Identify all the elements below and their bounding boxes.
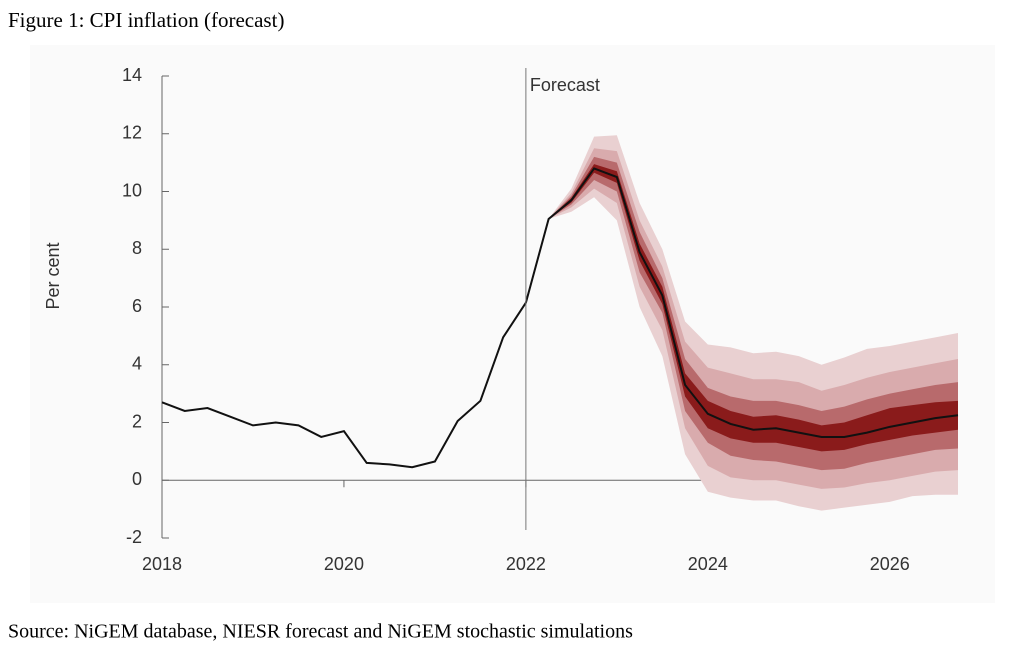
x-tick-label: 2022: [506, 554, 546, 574]
y-tick-label: -2: [126, 527, 142, 547]
y-tick-label: 12: [122, 123, 142, 143]
y-tick-label: 4: [132, 354, 142, 374]
y-tick-label: 14: [122, 65, 142, 85]
fan-band: [548, 156, 958, 471]
annotation: Forecast: [530, 75, 600, 95]
chart-title: Figure 1: CPI inflation (forecast): [8, 8, 284, 32]
y-tick-label: 10: [122, 180, 142, 200]
x-tick-label: 2024: [688, 554, 728, 574]
cpi-line: [161, 167, 959, 469]
y-tick-label: 8: [132, 238, 142, 258]
y-tick-label: 2: [132, 411, 142, 431]
x-tick-label: 2018: [142, 554, 182, 574]
y-tick-label: 6: [132, 296, 142, 316]
y-axis-label: Per cent: [43, 242, 63, 309]
x-tick-label: 2026: [870, 554, 910, 574]
source-note: Source: NiGEM database, NIESR forecast a…: [8, 621, 633, 643]
y-tick-label: 0: [132, 469, 142, 489]
x-tick-label: 2020: [324, 554, 364, 574]
